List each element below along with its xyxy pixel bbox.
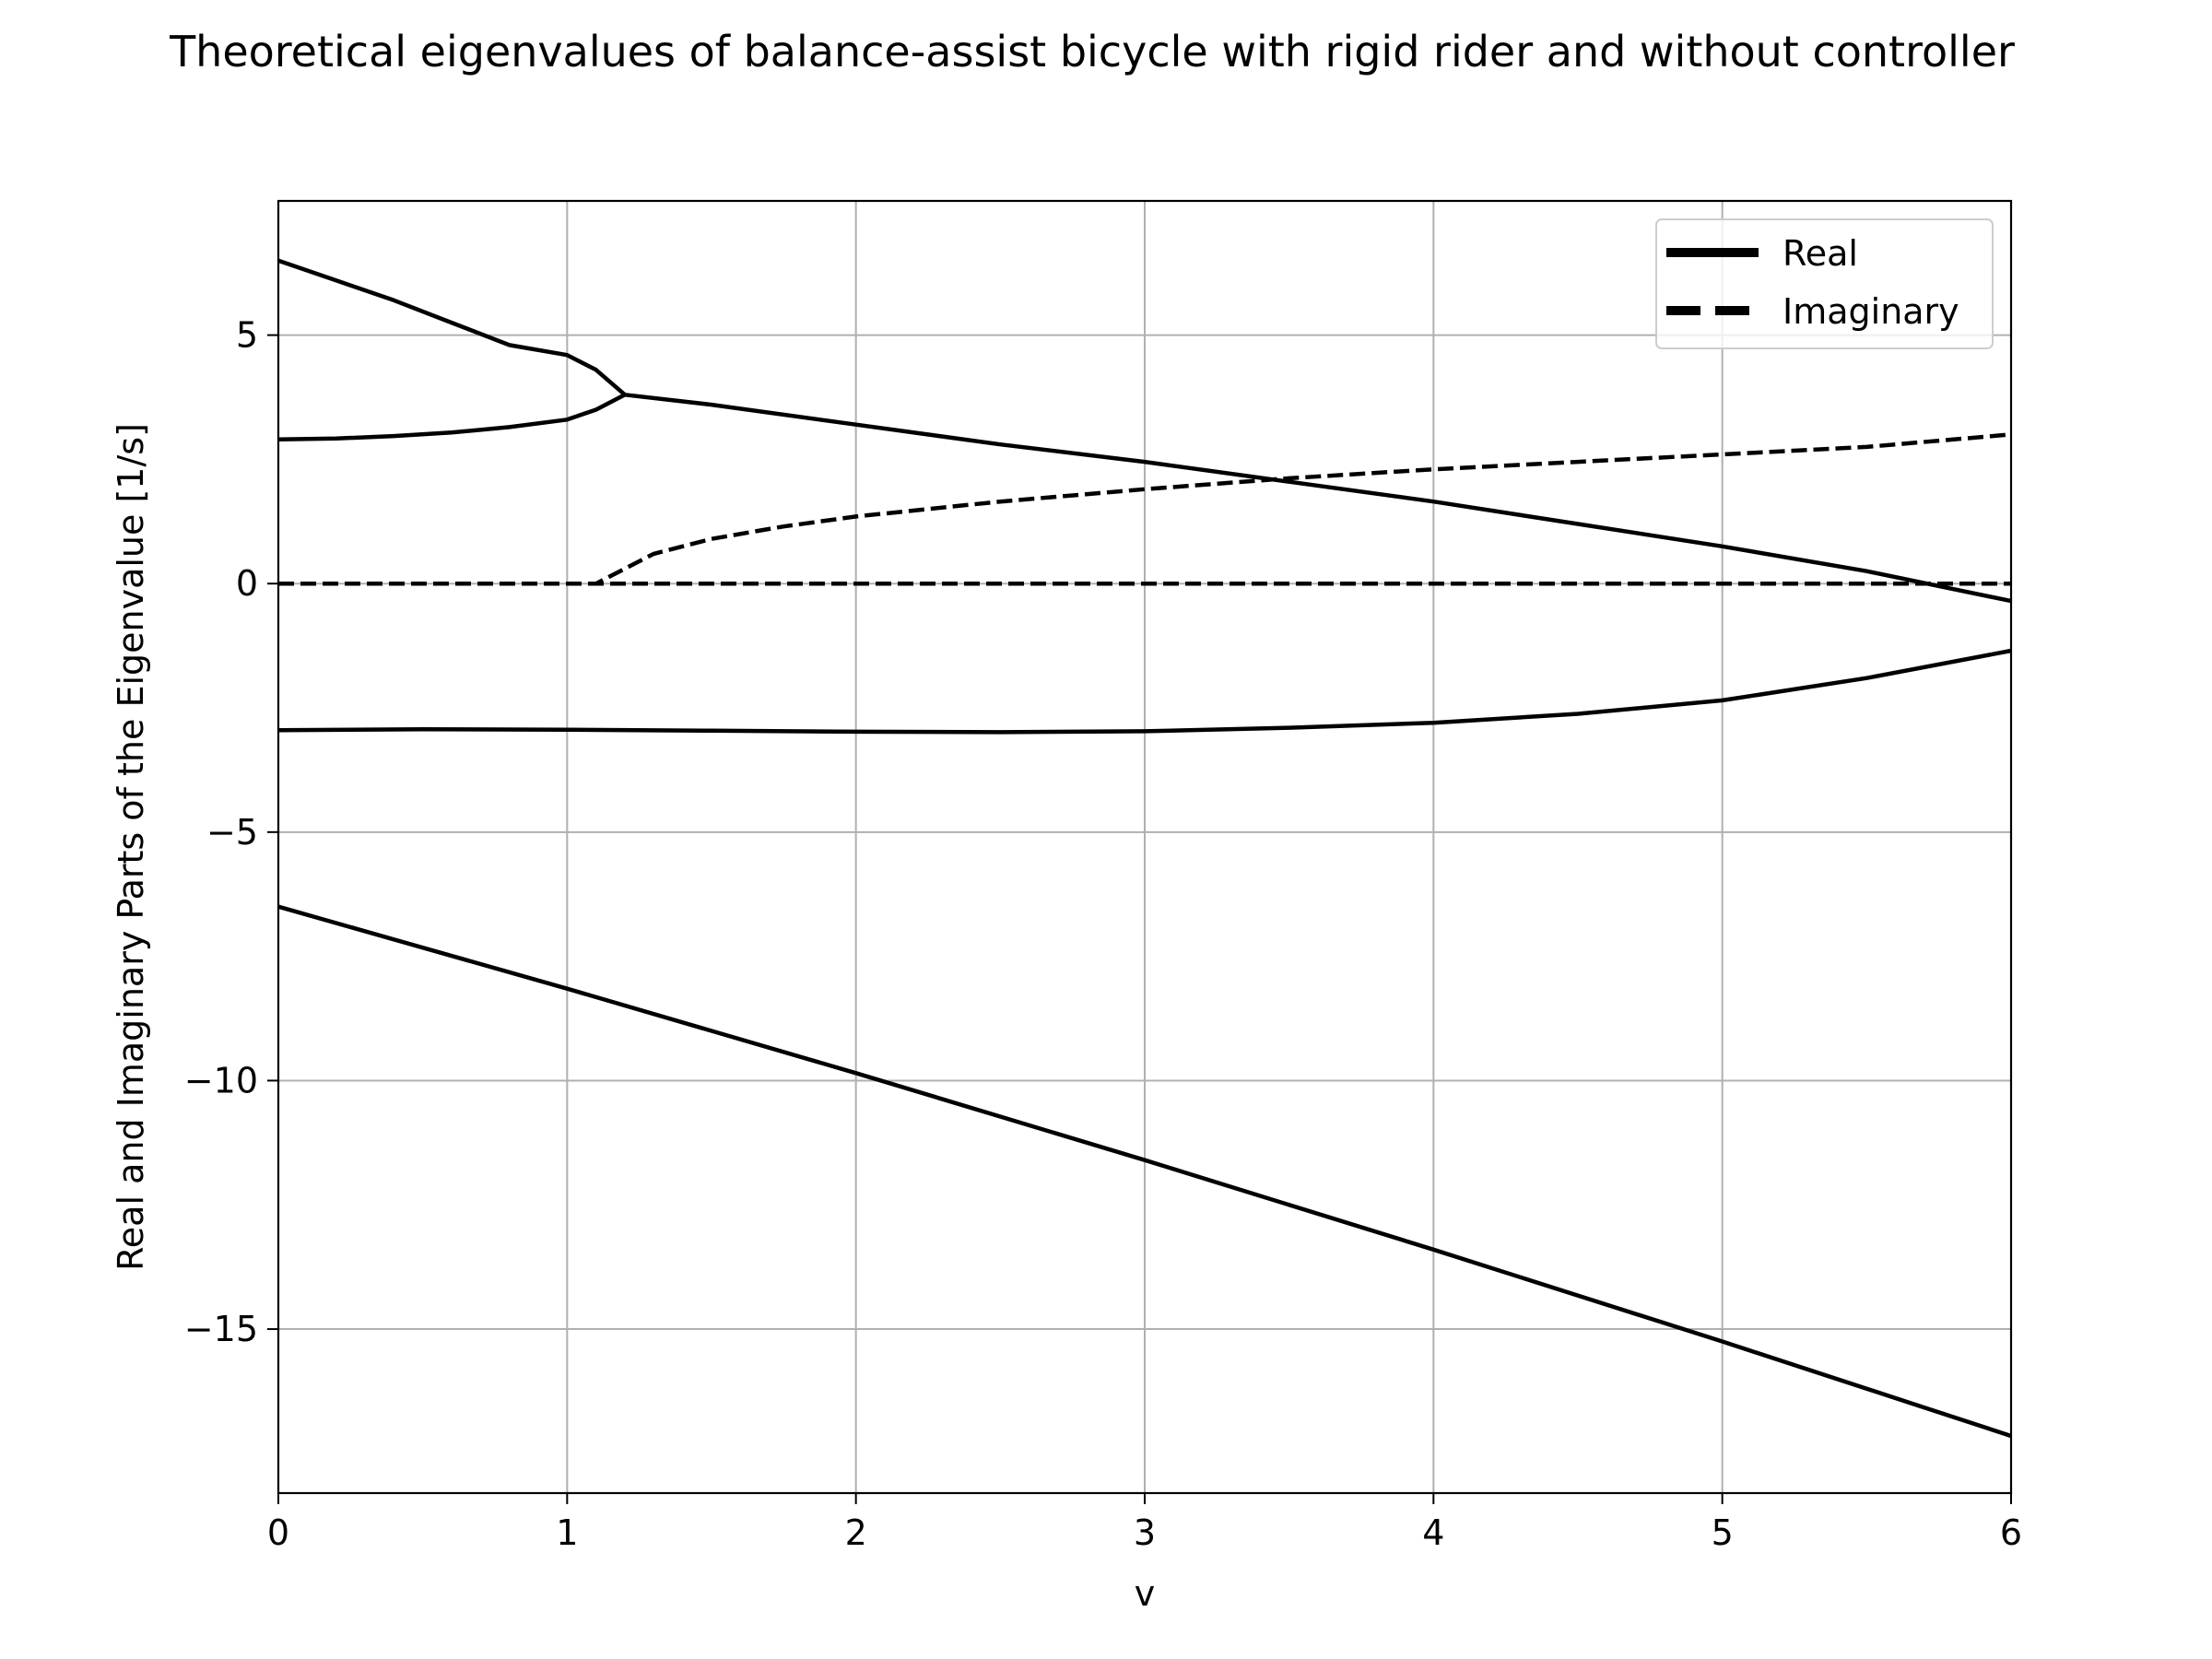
real-part-line-3 [277, 648, 2012, 735]
real-part-line-2 [277, 393, 2012, 604]
y-axis-label: Real and Imaginary Parts of the Eigenval… [111, 423, 151, 1271]
x-tick-label: 1 [556, 1512, 578, 1553]
legend: Real Imaginary [1655, 218, 1994, 349]
real-part-line-4 [277, 904, 2012, 1439]
real-part-line-1 [277, 258, 627, 397]
legend-real-label: Real [1783, 233, 1858, 274]
x-axis-label: v [1135, 1573, 1156, 1614]
x-tick-label: 4 [1422, 1512, 1444, 1553]
y-tick-label: 0 [236, 563, 258, 604]
y-tick-label: −5 [206, 812, 258, 853]
x-tick-label: 3 [1134, 1512, 1156, 1553]
chart-title: Theoretical eigenvalues of balance-assis… [169, 27, 2015, 76]
data-series [277, 258, 2012, 1439]
axis-ticks: 0 1 2 3 4 5 6 −15 −10 −5 0 5 [184, 315, 2022, 1553]
y-tick-label: −10 [184, 1060, 258, 1100]
x-tick-label: 2 [845, 1512, 867, 1553]
x-tick-label: 6 [2000, 1512, 2022, 1553]
y-tick-label: −15 [184, 1309, 258, 1349]
y-tick-label: 5 [236, 315, 258, 356]
imaginary-part-line-5 [278, 432, 2012, 586]
x-tick-label: 5 [1712, 1512, 1734, 1553]
legend-imaginary-label: Imaginary [1783, 291, 1959, 332]
x-tick-label: 0 [267, 1512, 289, 1553]
